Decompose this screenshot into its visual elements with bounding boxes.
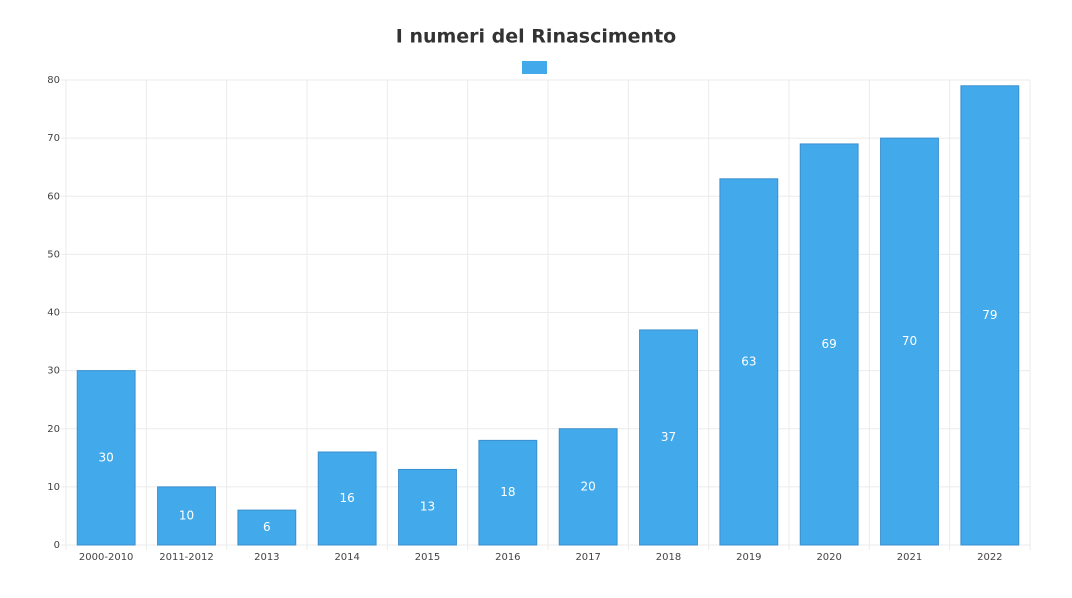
data-label: 10 xyxy=(179,508,194,522)
x-tick-label: 2021 xyxy=(897,552,922,563)
y-tick-label: 60 xyxy=(47,191,60,202)
x-tick-label: 2022 xyxy=(977,552,1002,563)
bar xyxy=(639,329,698,546)
data-label: 63 xyxy=(741,354,756,368)
data-label: 16 xyxy=(340,491,355,505)
x-tick-label: 2013 xyxy=(254,552,279,563)
data-label: 79 xyxy=(982,308,997,322)
bar xyxy=(478,439,538,546)
data-label: 13 xyxy=(420,500,435,514)
data-label: 37 xyxy=(661,430,676,444)
chart-title: I numeri del Rinascimento xyxy=(396,26,676,48)
bar xyxy=(157,486,216,546)
x-tick-label: 2019 xyxy=(736,552,761,563)
data-label: 70 xyxy=(902,334,917,348)
x-tick-label: 2016 xyxy=(495,552,520,563)
bar xyxy=(719,178,779,546)
bar xyxy=(558,428,618,546)
legend-swatch xyxy=(522,61,547,74)
data-label: 20 xyxy=(581,479,596,493)
data-label: 6 xyxy=(263,520,271,534)
data-label: 69 xyxy=(822,337,837,351)
bar xyxy=(76,370,136,546)
y-tick-label: 80 xyxy=(47,75,60,86)
data-label: 18 xyxy=(500,485,515,499)
y-tick-label: 50 xyxy=(47,249,60,260)
y-tick-label: 30 xyxy=(47,366,60,377)
bar xyxy=(799,143,859,546)
y-tick-label: 0 xyxy=(54,540,60,551)
bar xyxy=(317,451,377,546)
y-tick-label: 40 xyxy=(47,308,60,319)
x-tick-label: 2018 xyxy=(656,552,681,563)
bar xyxy=(398,468,457,546)
bar xyxy=(880,137,939,546)
x-tick-label: 2020 xyxy=(816,552,841,563)
x-tick-label: 2000-2010 xyxy=(79,552,134,563)
data-label: 30 xyxy=(99,450,114,464)
x-tick-label: 2017 xyxy=(575,552,600,563)
x-tick-label: 2011-2012 xyxy=(159,552,214,563)
y-tick-label: 10 xyxy=(47,482,60,493)
y-tick-label: 20 xyxy=(47,424,60,435)
bar xyxy=(237,509,297,546)
y-tick-label: 70 xyxy=(47,133,60,144)
x-tick-label: 2015 xyxy=(415,552,440,563)
x-tick-label: 2014 xyxy=(334,552,359,563)
bar xyxy=(960,85,1020,546)
